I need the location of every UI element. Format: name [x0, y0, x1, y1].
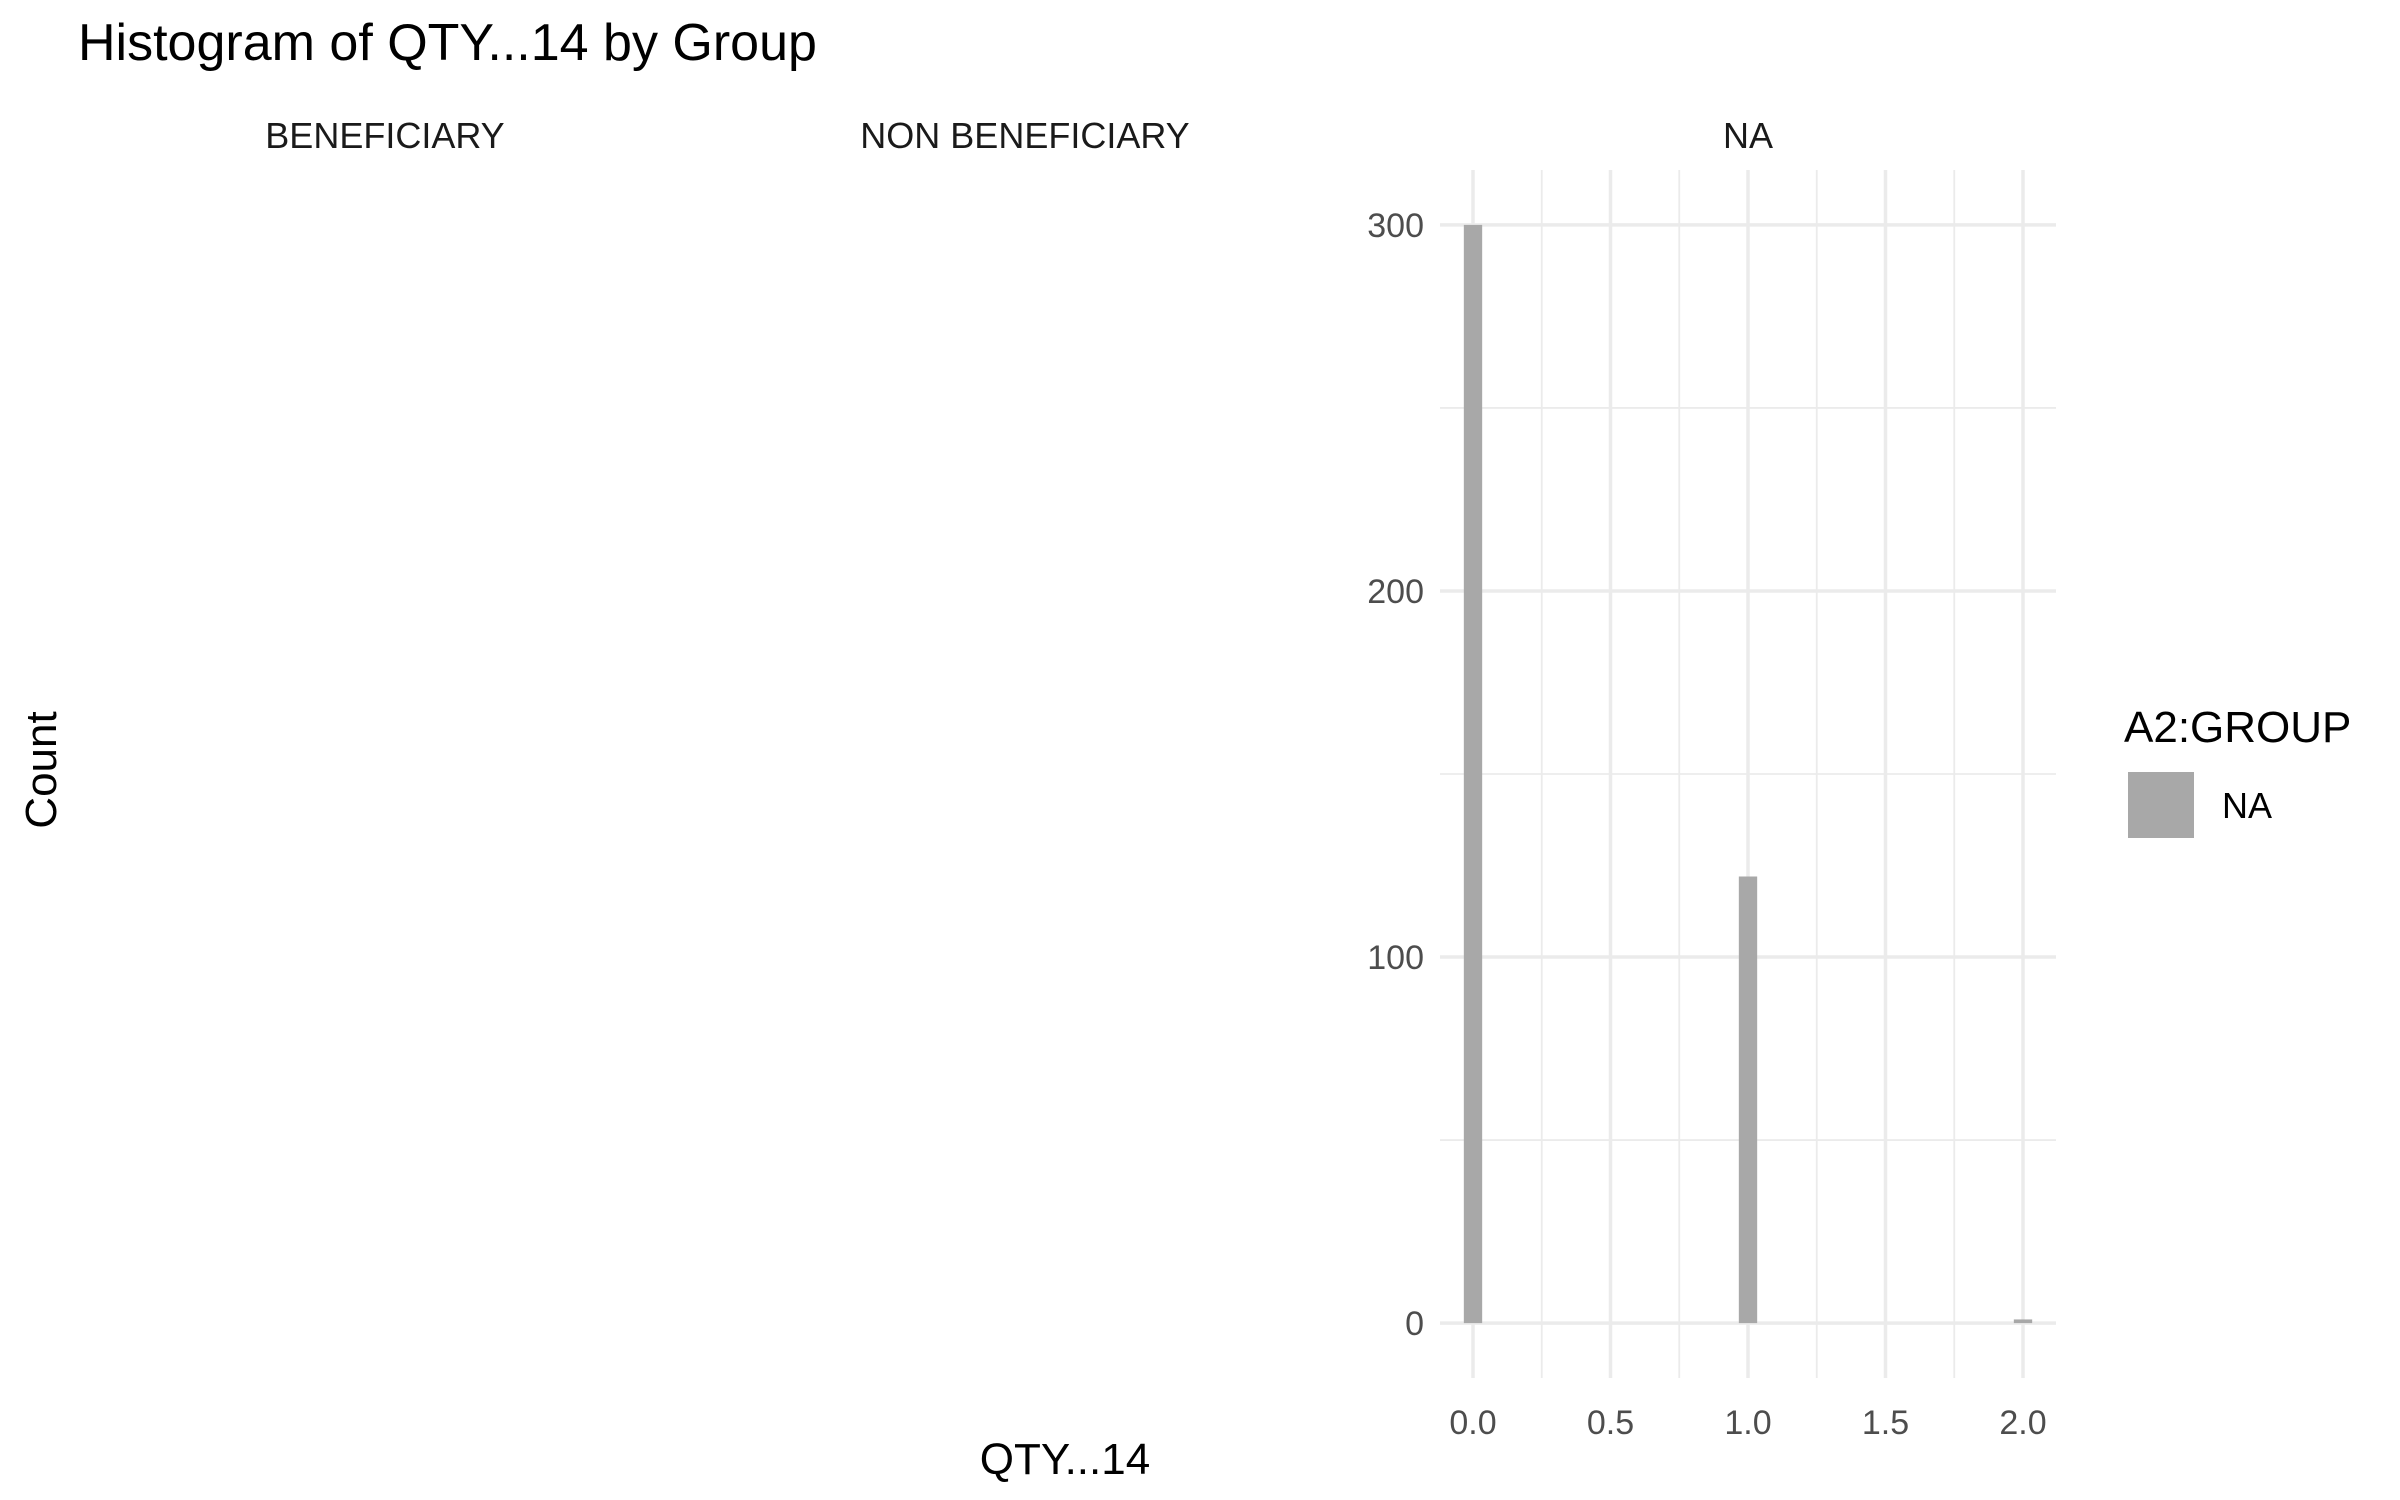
x-tick-label: 1.0: [1724, 1404, 1771, 1442]
facet-label-na: NA: [1723, 115, 1773, 156]
y-axis-ticks: 0 100 200 300: [1367, 207, 1424, 1343]
panel-na: [1440, 170, 2056, 1378]
x-axis-ticks: 0.0 0.5 1.0 1.5 2.0: [1449, 1404, 2046, 1442]
y-tick-label: 100: [1367, 939, 1424, 977]
y-tick-label: 200: [1367, 573, 1424, 611]
histogram-bar: [1738, 876, 1758, 1324]
y-tick-label: 0: [1405, 1305, 1424, 1343]
legend-title: A2:GROUP: [2124, 703, 2351, 752]
x-tick-label: 0.5: [1587, 1404, 1634, 1442]
legend-swatch: [2128, 772, 2194, 838]
facet-label-non-beneficiary: NON BENEFICIARY: [860, 115, 1189, 156]
y-axis-title: Count: [17, 711, 66, 828]
histogram-bar: [2013, 1319, 2033, 1324]
x-tick-label: 0.0: [1449, 1404, 1496, 1442]
x-tick-label: 1.5: [1862, 1404, 1909, 1442]
chart-title: Histogram of QTY...14 by Group: [78, 14, 817, 72]
x-axis-title: QTY...14: [980, 1435, 1150, 1484]
legend: A2:GROUP NA: [2124, 703, 2351, 838]
y-tick-label: 300: [1367, 207, 1424, 245]
histogram-bar: [1463, 224, 1483, 1324]
legend-label: NA: [2222, 785, 2272, 826]
facet-label-beneficiary: BENEFICIARY: [265, 115, 504, 156]
bars: [1463, 224, 2033, 1324]
x-tick-label: 2.0: [1999, 1404, 2046, 1442]
